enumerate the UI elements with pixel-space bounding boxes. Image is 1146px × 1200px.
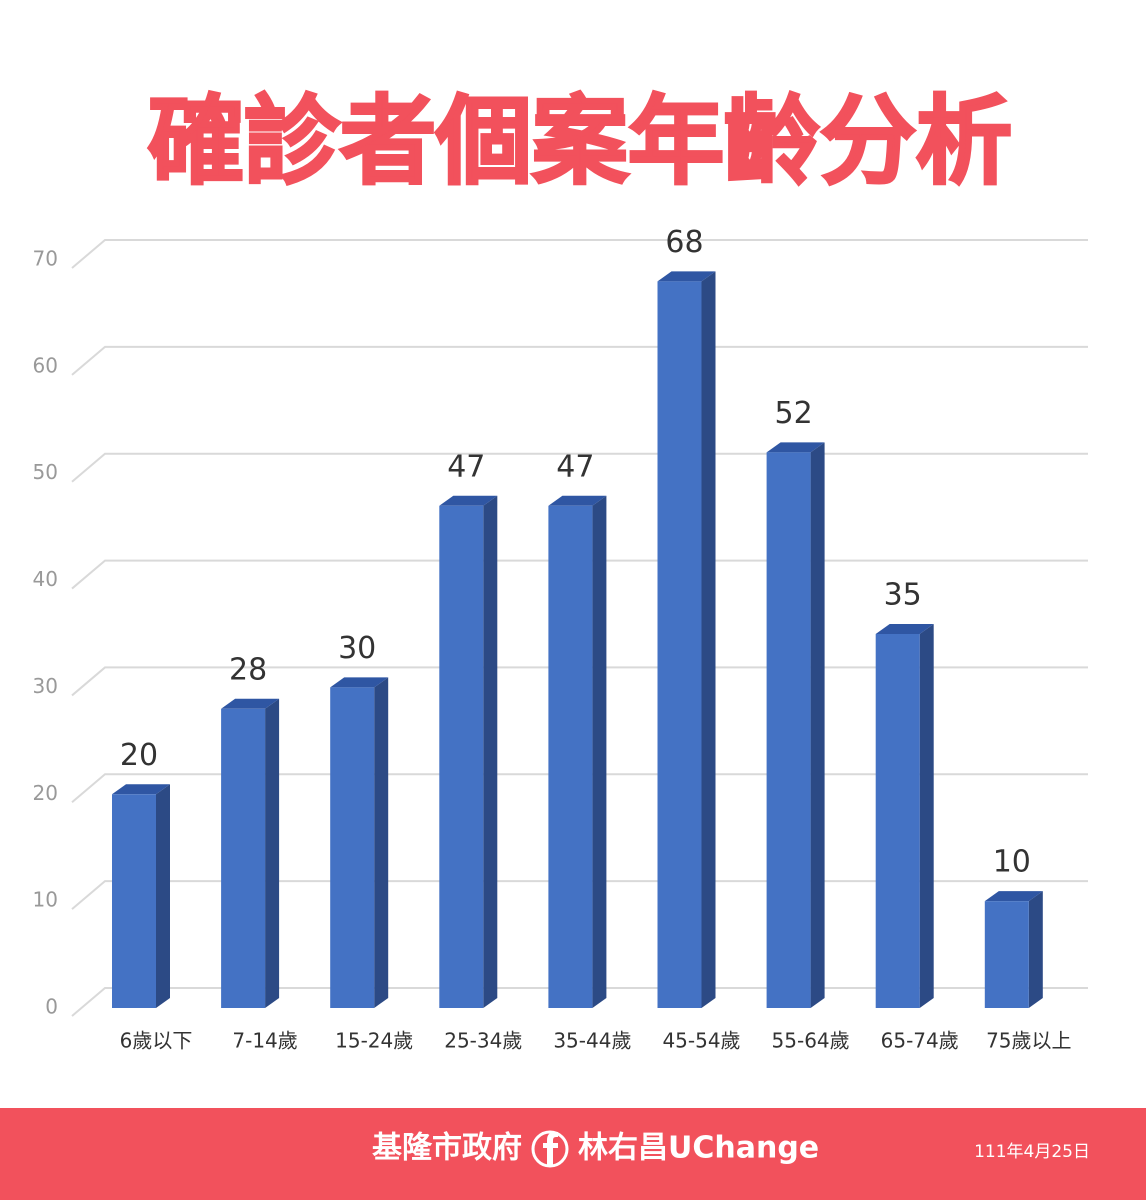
bar-side <box>810 442 825 1008</box>
x-tick-label: 6歲以下 <box>120 1029 193 1053</box>
bar-side <box>483 495 498 1008</box>
bar <box>221 708 266 1008</box>
bar <box>984 901 1029 1008</box>
x-tick-label: 75歲以上 <box>986 1029 1071 1053</box>
bar-top <box>875 624 934 634</box>
bar-top <box>548 495 607 506</box>
data-label: 47 <box>556 449 594 484</box>
bar-top <box>766 442 825 453</box>
bar-top <box>221 698 280 709</box>
bar-side <box>1028 891 1043 1008</box>
footer-band <box>0 1108 1146 1200</box>
data-label: 30 <box>338 631 376 666</box>
bar-side <box>701 271 716 1008</box>
grid-line <box>71 880 1088 910</box>
y-tick-label: 50 <box>33 460 58 484</box>
footer-source: 基隆市政府 <box>372 1131 522 1166</box>
x-tick-label: 15-24歲 <box>335 1029 413 1053</box>
grid-line <box>71 452 1088 483</box>
footer-date: 111年4月25日 <box>974 1142 1090 1162</box>
y-tick-label: 30 <box>33 674 58 698</box>
grid-line <box>71 666 1088 697</box>
bar-top <box>657 271 716 282</box>
y-tick-label: 0 <box>45 995 58 1019</box>
data-label: 35 <box>884 578 922 613</box>
bar-side <box>592 495 607 1008</box>
y-tick-label: 70 <box>33 247 58 271</box>
data-label: 28 <box>229 652 267 687</box>
y-tick-label: 10 <box>33 888 58 912</box>
chart-title: 確診者個案年齡分析 <box>148 85 1012 197</box>
grid-line <box>71 345 1088 376</box>
x-tick-label: 25-34歲 <box>444 1029 522 1053</box>
bar-top <box>330 677 389 688</box>
footer-page: 林右昌UChange <box>578 1131 819 1166</box>
bar-top <box>112 784 170 795</box>
x-tick-label: 45-54歲 <box>662 1029 740 1053</box>
x-tick-label: 7-14歲 <box>232 1029 297 1053</box>
grid-line <box>71 239 1088 269</box>
grid-line <box>71 987 1088 1017</box>
y-tick-label: 20 <box>33 781 58 805</box>
x-tick-label: 35-44歲 <box>553 1029 631 1053</box>
bar-side <box>919 624 934 1008</box>
data-label: 10 <box>993 845 1031 880</box>
bar <box>766 452 811 1008</box>
y-tick-label: 60 <box>33 353 58 377</box>
data-label: 47 <box>447 449 485 484</box>
bar-side <box>265 698 280 1008</box>
bar <box>875 634 920 1008</box>
x-tick-label: 55-64歲 <box>772 1029 850 1053</box>
y-tick-label: 40 <box>33 567 58 591</box>
bar <box>657 281 702 1008</box>
data-label: 68 <box>665 225 703 260</box>
bar <box>330 687 375 1008</box>
data-label: 20 <box>120 738 158 773</box>
bar <box>439 505 484 1008</box>
x-tick-label: 65-74歲 <box>881 1029 959 1053</box>
bar-side <box>374 677 389 1008</box>
bar <box>548 505 593 1008</box>
facebook-icon <box>531 1130 569 1168</box>
bar-top <box>984 891 1043 902</box>
bar-top <box>439 495 498 506</box>
bar <box>112 794 156 1008</box>
bar-side <box>156 784 170 1008</box>
data-label: 52 <box>775 396 813 431</box>
grid-line <box>71 773 1088 804</box>
grid-line <box>71 559 1088 590</box>
